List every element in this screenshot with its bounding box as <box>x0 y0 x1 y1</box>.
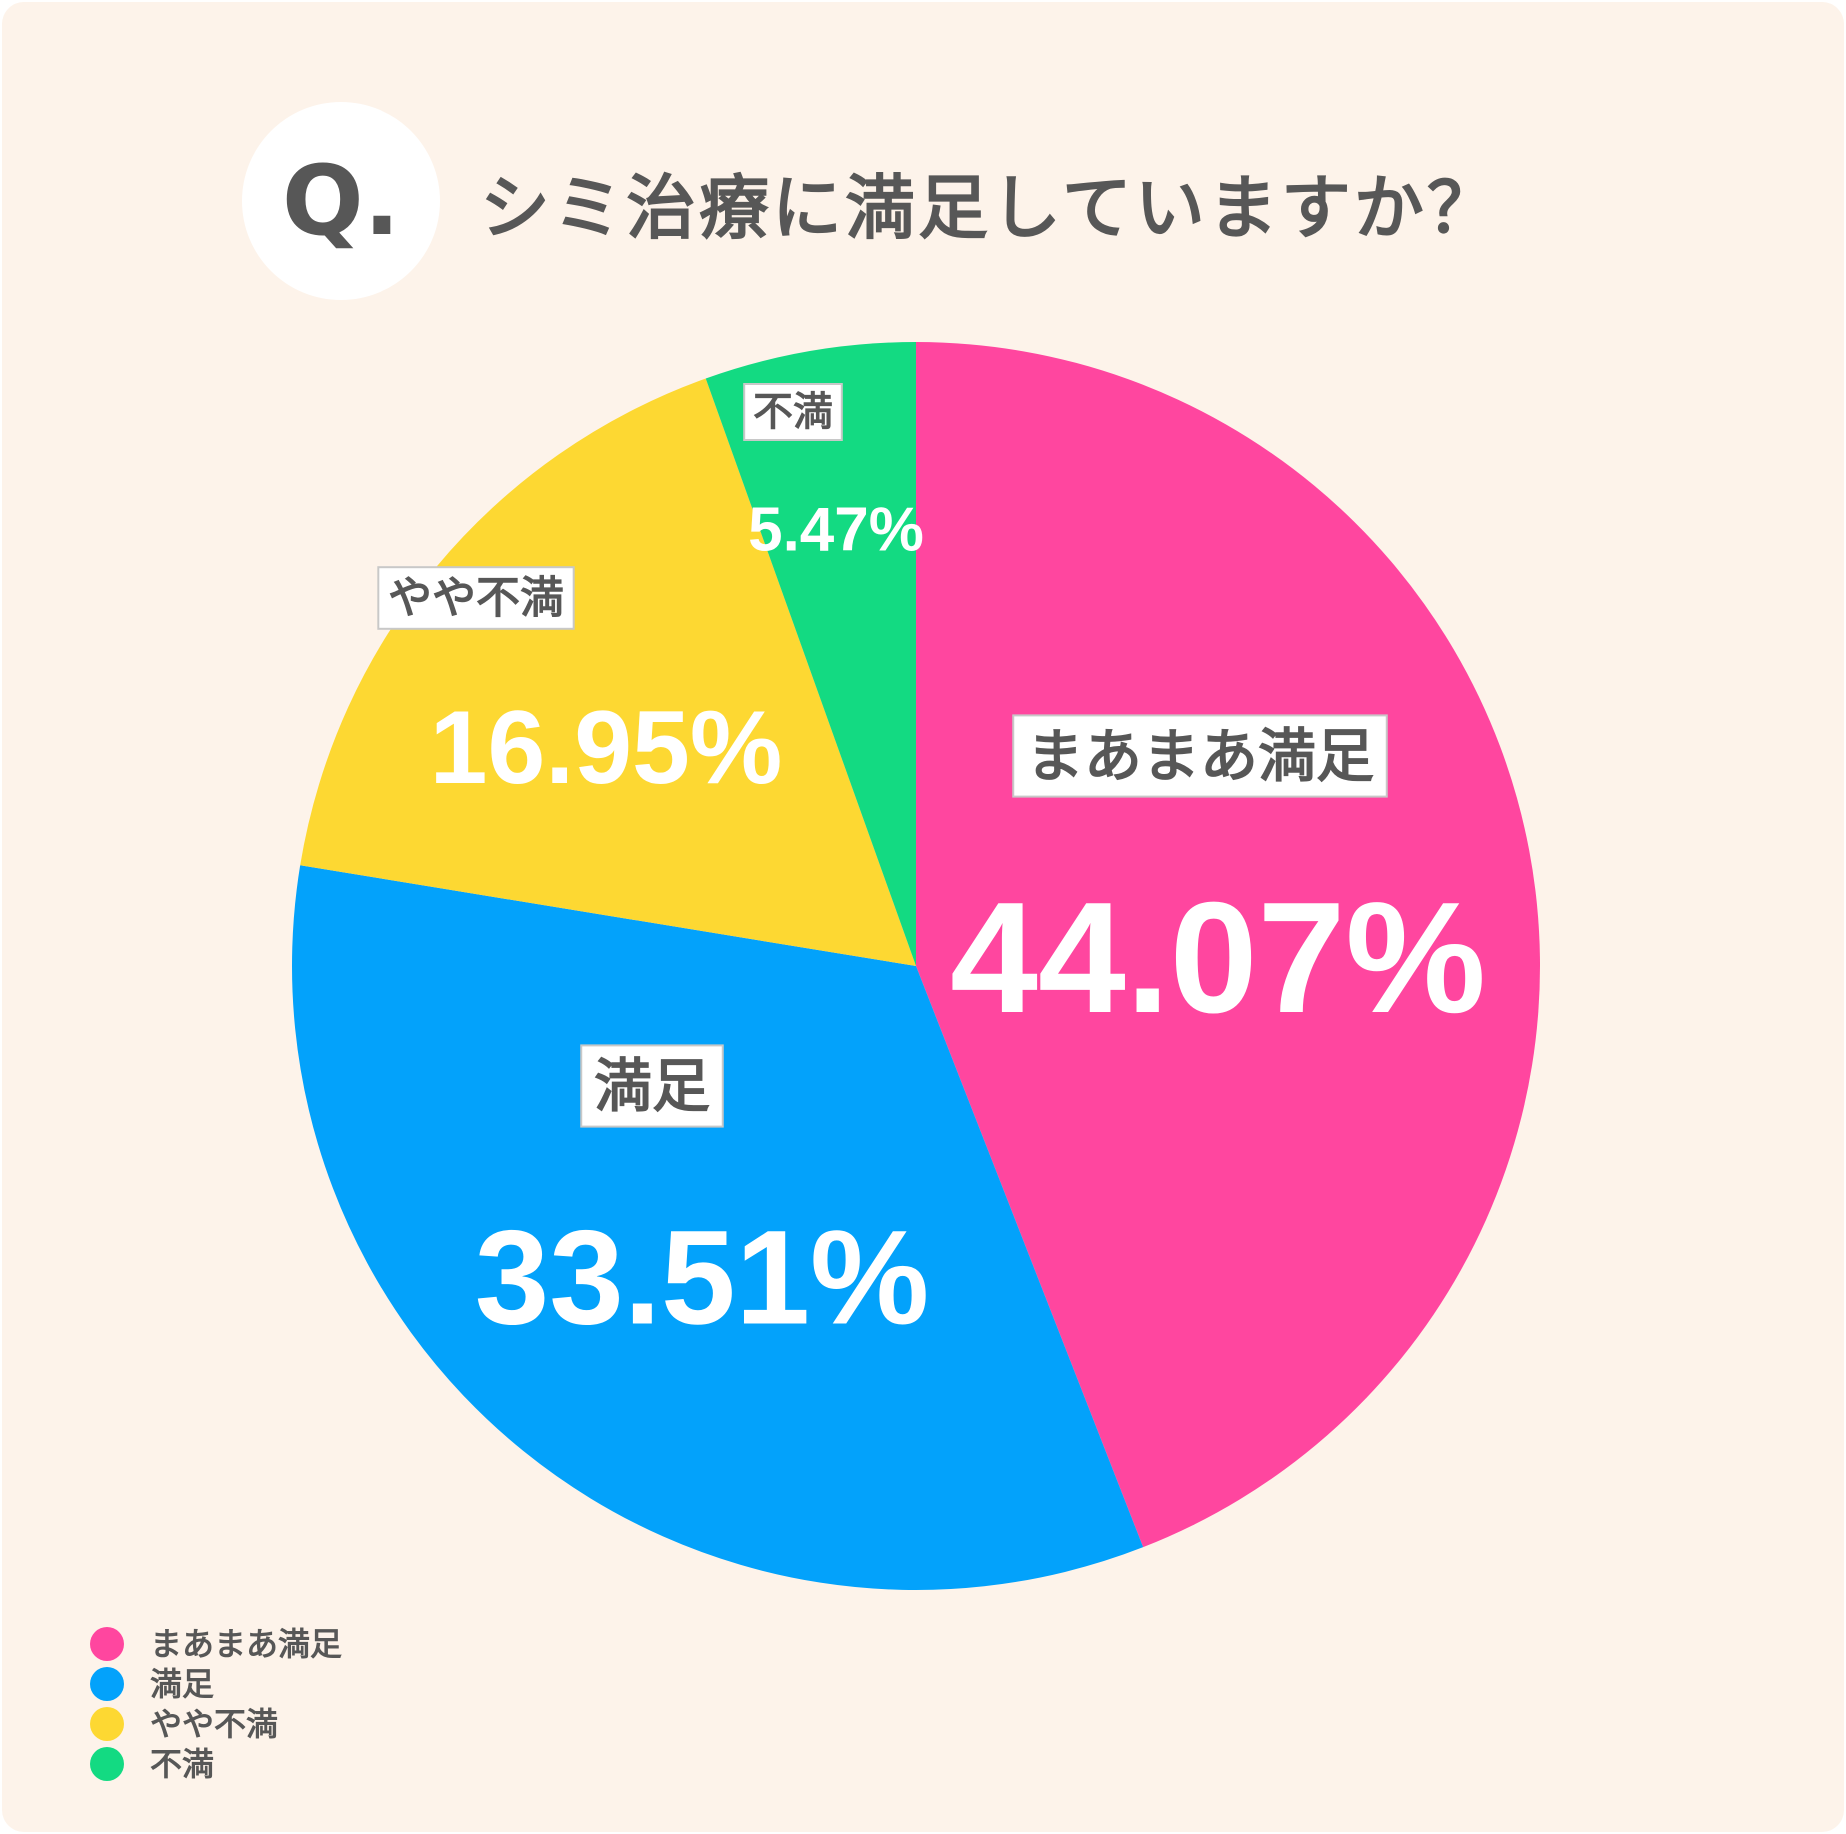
legend-dot-icon <box>90 1747 124 1781</box>
pie-slice <box>916 342 1541 1548</box>
legend-dot-icon <box>90 1667 124 1701</box>
pie-slice <box>300 378 917 966</box>
legend-label: 不満 <box>150 1745 215 1783</box>
slice-value-label: 5.47% <box>748 496 924 565</box>
question-badge-label: Q. <box>281 145 401 257</box>
slice-value-label: 44.07% <box>950 870 1486 1046</box>
slice-label-box <box>580 1044 724 1128</box>
slice-label: 不満 <box>753 389 833 435</box>
pie-slice <box>292 865 1144 1590</box>
slice-label-box <box>377 566 575 630</box>
legend-label: まあまあ満足 <box>150 1625 343 1663</box>
legend-label: 満足 <box>150 1665 215 1703</box>
pie-slice <box>705 342 916 966</box>
slice-label: やや不満 <box>388 573 564 624</box>
slice-value-label: 16.95% <box>430 690 783 806</box>
legend-item: まあまあ満足 <box>90 1624 342 1664</box>
question-badge: Q. <box>242 102 440 300</box>
legend-dot-icon <box>90 1707 124 1741</box>
legend-item: 満足 <box>90 1664 342 1704</box>
legend-dot-icon <box>90 1627 124 1661</box>
slice-label: 満足 <box>594 1052 710 1120</box>
slice-label-box <box>743 383 843 441</box>
legend-item: 不満 <box>90 1744 342 1784</box>
slice-label: まあまあ満足 <box>1026 722 1374 790</box>
legend-item: やや不満 <box>90 1704 342 1744</box>
slice-label-box <box>1012 714 1388 798</box>
legend: まあまあ満足 満足 やや不満 不満 <box>90 1624 342 1784</box>
chart-title: シミ治療に満足していますか？ <box>480 167 1500 249</box>
slice-value-label: 33.51% <box>475 1204 929 1353</box>
legend-label: やや不満 <box>150 1705 279 1743</box>
